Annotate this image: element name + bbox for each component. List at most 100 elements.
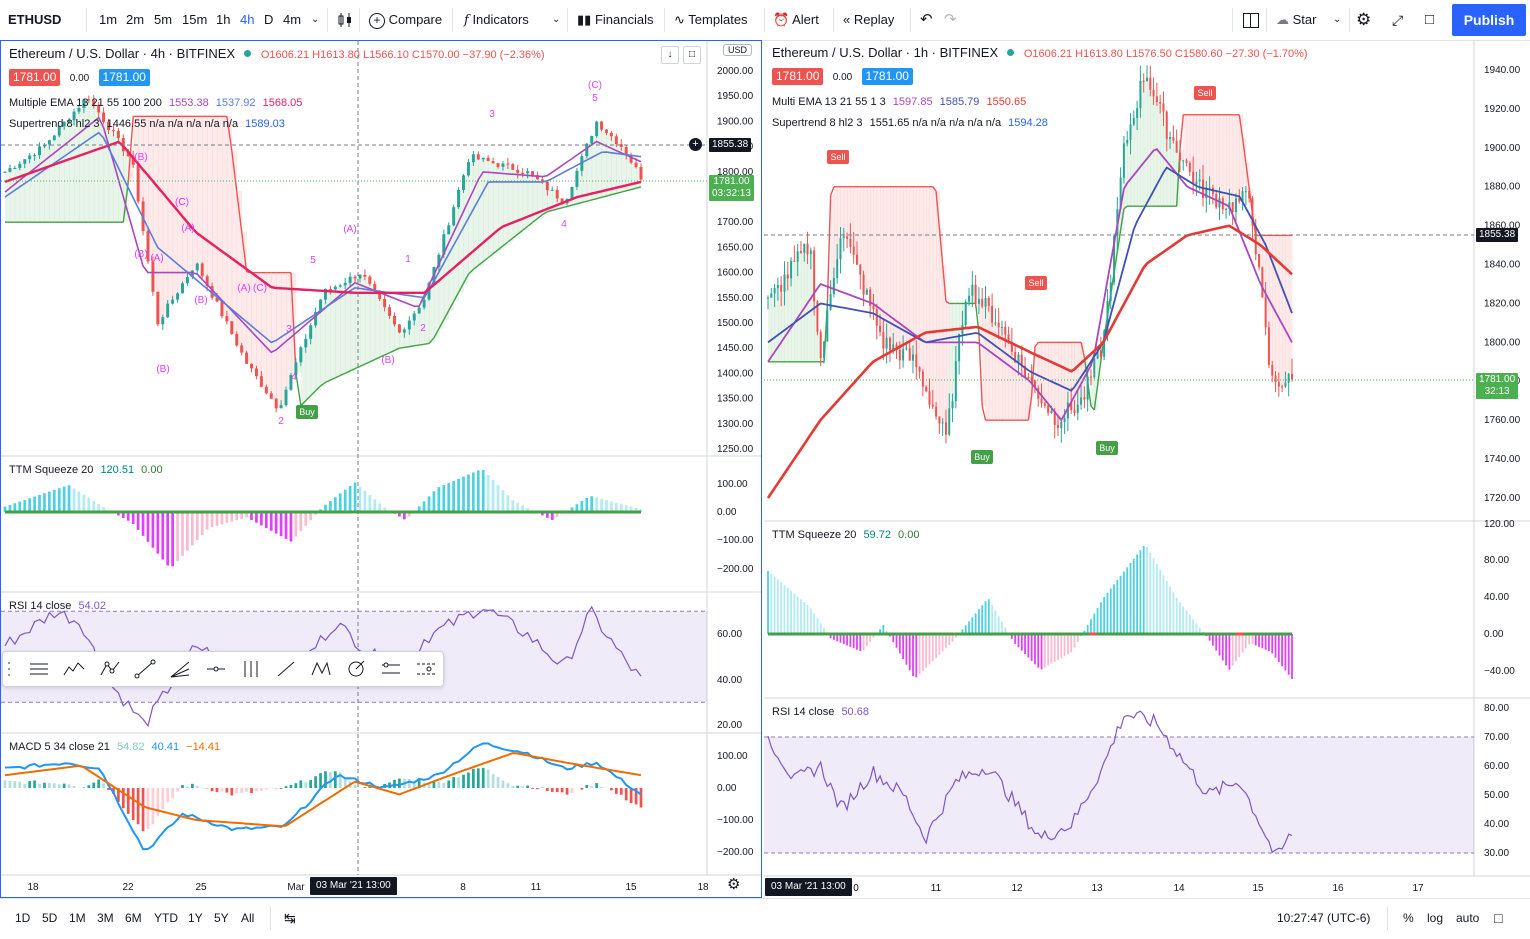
candle-body	[912, 354, 914, 360]
percent-scale-toggle[interactable]: %	[1403, 899, 1414, 937]
interval-15m[interactable]: 15m	[182, 0, 207, 40]
compare-button[interactable]: + Compare	[369, 0, 442, 40]
interval-1m[interactable]: 1m	[99, 0, 117, 40]
macd-legend[interactable]: MACD 5 34 close 21 54.82 40.41 −14.41	[9, 741, 220, 753]
chevron-down-icon[interactable]: ⌄	[311, 0, 319, 40]
gear-icon[interactable]: ⚙	[1356, 0, 1371, 40]
range-3m[interactable]: 3M	[97, 899, 114, 937]
ask-price[interactable]: 1781.00	[862, 68, 913, 85]
chart-settings-gear-icon[interactable]: ⚙	[727, 875, 740, 893]
horizontal-ray-icon[interactable]	[205, 659, 227, 679]
ema-legend[interactable]: Multi EMA 13 21 55 1 3 1597.85 1585.79 1…	[772, 96, 1026, 108]
buy-signal-label: Buy	[299, 407, 315, 417]
candle-body	[275, 399, 278, 409]
log-scale-toggle[interactable]: log	[1427, 899, 1443, 937]
clock-display[interactable]: 10:27:47 (UTC-6)	[1277, 899, 1370, 937]
ema-value-3: 1550.65	[986, 96, 1026, 108]
fib-fan-icon[interactable]	[169, 659, 191, 679]
drag-handle-icon[interactable]	[7, 660, 13, 678]
ttm-legend[interactable]: TTM Squeeze 20 120.51 0.00	[9, 464, 163, 476]
interval-d[interactable]: D	[264, 0, 273, 40]
auto-scale-toggle[interactable]: auto	[1456, 899, 1479, 937]
macd-label: MACD 5 34 close 21	[9, 741, 110, 753]
magnet-icon[interactable]	[345, 659, 367, 679]
candle-body	[18, 164, 21, 168]
ray-icon[interactable]	[275, 659, 297, 679]
range-5d[interactable]: 5D	[42, 899, 57, 937]
interval-5m[interactable]: 5m	[154, 0, 172, 40]
candle-body	[161, 317, 164, 324]
redo-icon[interactable]: ↷	[944, 0, 957, 40]
maximize-icon[interactable]: □	[683, 46, 701, 64]
ema-legend[interactable]: Multiple EMA 13 21 55 100 200 1553.38 15…	[9, 97, 302, 109]
bid-price[interactable]: 1781.00	[772, 68, 823, 85]
right-chart-canvas[interactable]: 1940.001920.001900.001880.001860.001840.…	[764, 40, 1530, 898]
divider	[327, 8, 328, 32]
add-alert-icon[interactable]: +	[689, 138, 702, 151]
supertrend-fill	[903, 187, 907, 349]
replay-button[interactable]: « Replay	[843, 0, 894, 40]
candle-body	[909, 348, 911, 360]
fullscreen-icon[interactable]: ⤢	[1392, 0, 1403, 40]
candle-body	[905, 348, 907, 349]
price-axis-label: 50.00	[1484, 790, 1509, 801]
supertrend-legend[interactable]: Supertrend 8 hl2 3 1446.55 n/a n/a n/a n…	[9, 118, 285, 130]
vertical-lines-icon[interactable]	[240, 659, 262, 679]
symbol-title[interactable]: Ethereum / U.S. Dollar · 4h · BITFINEX	[9, 46, 235, 61]
interval-2m[interactable]: 2m	[126, 0, 144, 40]
range-1y[interactable]: 1Y	[188, 899, 203, 937]
rsi-legend[interactable]: RSI 14 close 50.68	[772, 706, 869, 718]
undo-icon[interactable]: ↶	[920, 0, 933, 40]
parallel-channel-icon[interactable]	[380, 659, 402, 679]
range-1m[interactable]: 1M	[69, 899, 86, 937]
candles-icon[interactable]	[336, 11, 354, 29]
indicators-button[interactable]: f Indicators	[464, 0, 529, 40]
fullscreen-icon[interactable]: □	[1494, 899, 1502, 937]
left-chart[interactable]: 2000.001950.001900.001850.001800.001750.…	[0, 40, 762, 898]
scroll-down-icon[interactable]: ↓	[661, 46, 679, 64]
time-axis-label: 13	[1091, 883, 1103, 894]
templates-icon: ∿	[674, 12, 685, 27]
symbol-title[interactable]: Ethereum / U.S. Dollar · 1h · BITFINEX	[772, 45, 998, 60]
candle-body	[53, 136, 56, 141]
symbol-search[interactable]: ETHUSD	[8, 0, 61, 40]
star-button[interactable]: ☁ Star	[1276, 0, 1316, 40]
chevron-down-icon[interactable]: ⌄	[1333, 0, 1341, 40]
publish-button[interactable]: Publish	[1452, 4, 1526, 36]
interval-4h[interactable]: 4h	[240, 0, 254, 40]
candle-body	[1080, 397, 1082, 404]
ttm-legend[interactable]: TTM Squeeze 20 59.72 0.00	[772, 529, 919, 541]
chevron-down-icon[interactable]: ⌄	[552, 0, 560, 40]
pattern-icon[interactable]	[310, 659, 332, 679]
abc-pattern-icon[interactable]	[99, 659, 121, 679]
interval-1h[interactable]: 1h	[216, 0, 230, 40]
goto-date-icon[interactable]: ↹	[284, 899, 296, 937]
range-ytd[interactable]: YTD	[154, 899, 178, 937]
camera-icon[interactable]: □	[1425, 0, 1434, 40]
ask-price[interactable]: 1781.00	[99, 69, 150, 86]
range-5y[interactable]: 5Y	[214, 899, 229, 937]
elliott-wave-icon[interactable]	[63, 659, 85, 679]
rsi-legend[interactable]: RSI 14 close 54.02	[9, 600, 106, 612]
candle-body	[958, 334, 960, 361]
candle-body	[354, 277, 357, 279]
trend-line-icon[interactable]	[134, 659, 156, 679]
supertrend-legend[interactable]: Supertrend 8 hl2 3 1551.65 n/a n/a n/a n…	[772, 117, 1048, 129]
candle-body	[1172, 137, 1174, 141]
currency-label[interactable]: USD	[723, 44, 752, 56]
candle-body	[925, 387, 927, 391]
range-all[interactable]: All	[241, 899, 254, 937]
range-6m[interactable]: 6M	[125, 899, 142, 937]
templates-button[interactable]: ∿ Templates	[674, 0, 748, 40]
layout-icon[interactable]	[1243, 0, 1259, 40]
disjoint-channel-icon[interactable]	[415, 659, 437, 679]
candle-body	[482, 158, 485, 160]
alert-button[interactable]: ⏰ Alert	[773, 0, 819, 40]
horizontal-lines-icon[interactable]	[28, 659, 50, 679]
range-1d[interactable]: 1D	[15, 899, 30, 937]
candle-body	[928, 391, 930, 404]
financials-button[interactable]: ▮▮ Financials	[577, 0, 653, 40]
bid-price[interactable]: 1781.00	[9, 69, 60, 86]
interval-4month[interactable]: 4m	[283, 0, 301, 40]
